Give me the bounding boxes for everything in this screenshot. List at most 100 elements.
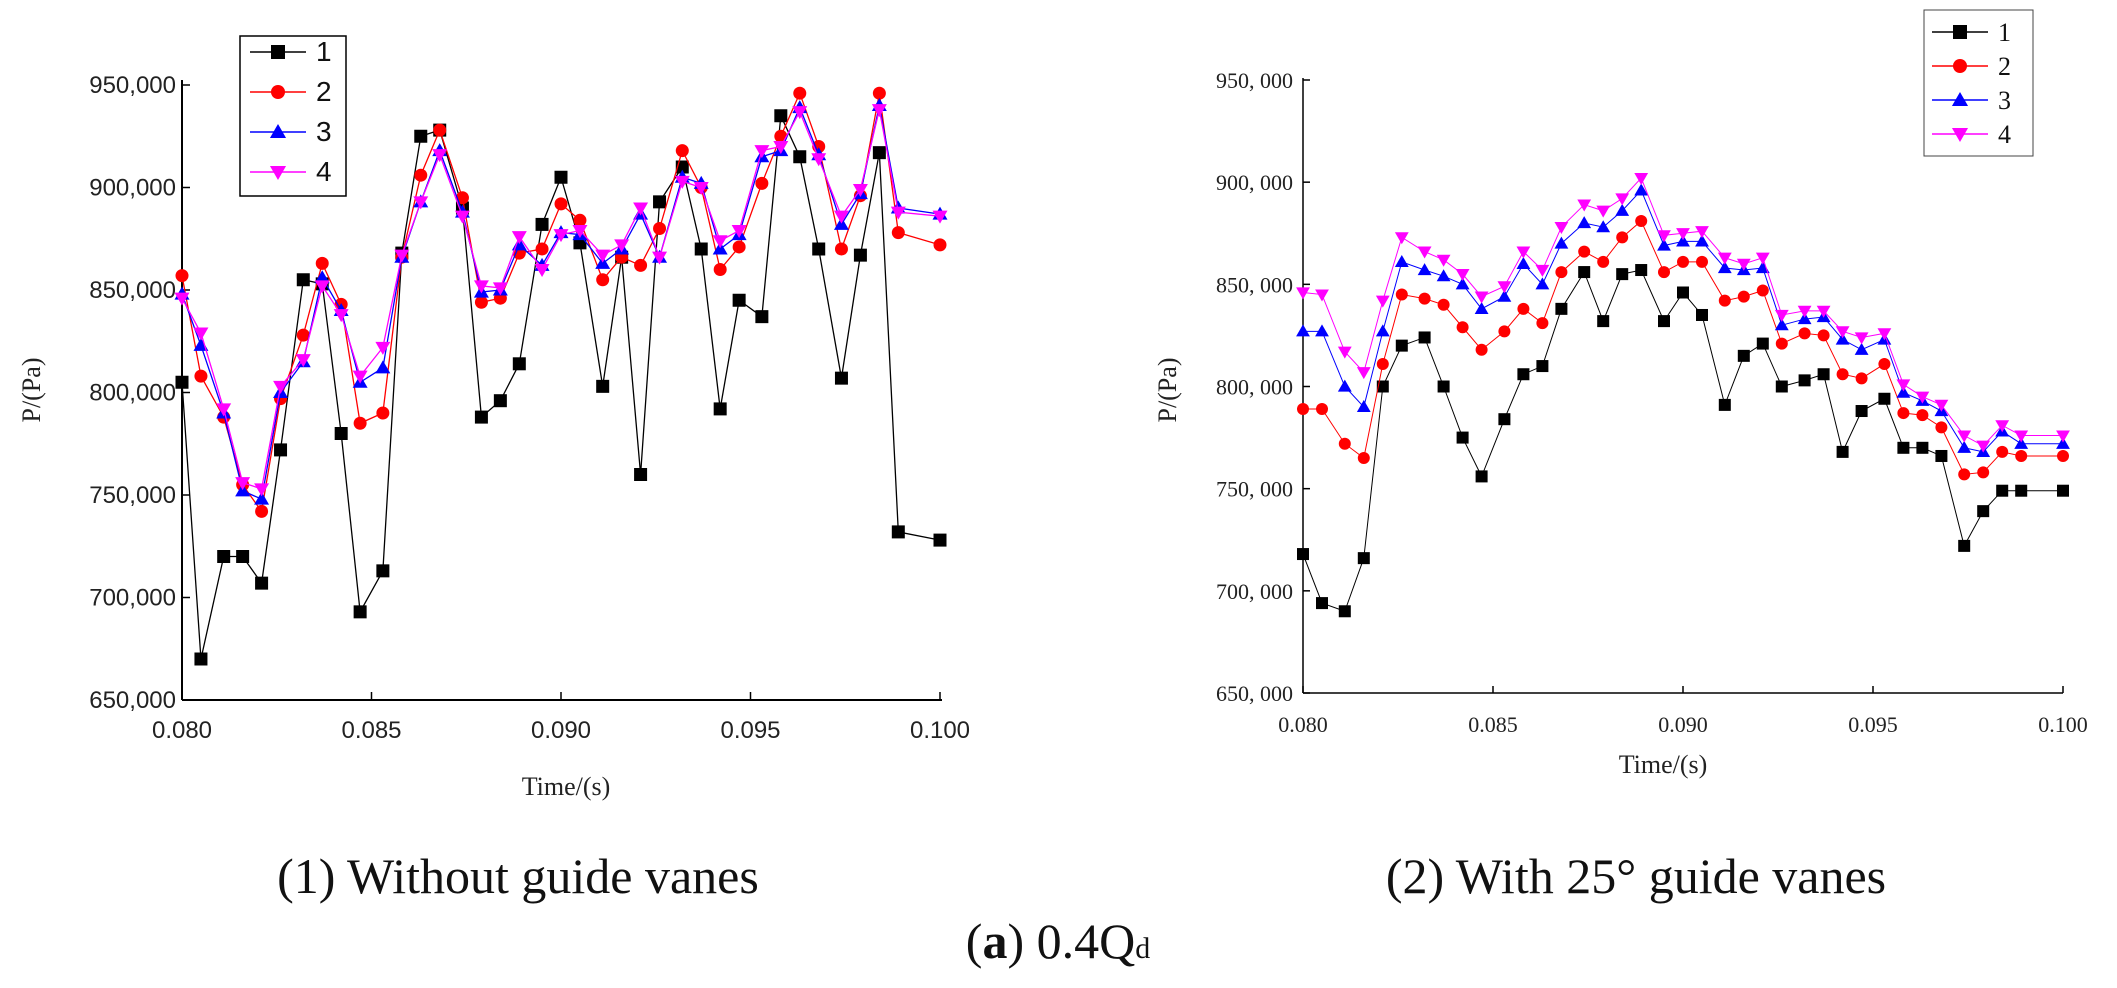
series-3-point	[1755, 261, 1770, 274]
chart-2-y-ticks: 650, 000 700, 000 750, 000 800, 000 850, 000…	[1216, 68, 1310, 706]
series-1-point	[1418, 331, 1431, 344]
series-4-point	[235, 477, 251, 491]
chart-2-legend-box	[1923, 9, 2034, 157]
series-1-point	[1555, 302, 1568, 315]
series-4-point	[1337, 346, 1352, 359]
series-1-point	[296, 273, 310, 287]
series-4-point	[572, 225, 588, 239]
series-2-point	[474, 295, 488, 309]
series-2-point	[872, 86, 886, 100]
series-3	[1296, 183, 2070, 457]
series-1-point	[1597, 315, 1610, 328]
series-2-point	[1756, 284, 1769, 297]
series-2-point	[1597, 255, 1610, 268]
figure-caption-subscript: d	[1135, 932, 1150, 965]
series-2-point	[573, 213, 587, 227]
series-1-point	[812, 242, 826, 256]
x-tick-label: 0.085	[1468, 712, 1518, 737]
series-1-point	[1756, 337, 1769, 350]
series-4-point	[432, 149, 448, 163]
series-2-point	[1996, 445, 2009, 458]
series-4-point	[473, 280, 489, 294]
series-1-point	[834, 371, 848, 385]
series-4-point	[216, 403, 232, 417]
series-4-point	[1497, 281, 1512, 294]
chart-1-legend: 1 2 3 4	[239, 35, 347, 197]
series-4-point	[1634, 172, 1649, 185]
series-2-point	[1855, 372, 1868, 385]
legend-item-3: 3	[1932, 86, 2011, 115]
series-3-point	[1296, 324, 1310, 337]
legend-marker	[1951, 91, 1969, 106]
x-tick-label: 0.080	[1278, 712, 1328, 737]
y-tick-label: 950,000	[89, 72, 176, 99]
series-4-point	[1854, 332, 1869, 345]
series-3-point	[1774, 318, 1789, 331]
series-3-point	[1676, 234, 1690, 247]
legend-item-1: 1	[250, 36, 332, 67]
series-4-point	[534, 263, 550, 277]
series-1-point	[774, 109, 788, 123]
series-2-point	[596, 273, 610, 287]
series-4-point	[2056, 430, 2070, 443]
x-tick-label: 0.090	[1658, 712, 1708, 737]
series-2-point	[933, 238, 947, 252]
y-tick-label: 650,000	[89, 687, 176, 714]
series-1-point	[414, 129, 428, 143]
series-4-point	[1774, 309, 1789, 322]
series-2-point	[1878, 358, 1891, 371]
y-tick-label: 750, 000	[1216, 477, 1293, 502]
legend-marker	[1953, 59, 1967, 73]
series-4-point	[1995, 420, 2010, 433]
series-1	[1297, 264, 2069, 618]
series-4-point	[674, 175, 690, 189]
series-4	[1296, 172, 2070, 453]
x-tick-label: 0.095	[1848, 712, 1898, 737]
chart-2-y-label: P/(Pa)	[1153, 358, 1182, 423]
series-1-point	[1958, 539, 1971, 552]
series-1-point	[554, 170, 568, 184]
legend-item-2: 2	[250, 76, 332, 107]
series-1-point	[1456, 431, 1469, 444]
series-2-point	[255, 504, 269, 518]
series-2-point	[1977, 466, 1990, 479]
series-4-point	[1516, 246, 1531, 259]
series-2-line	[181, 91, 941, 514]
y-tick-label: 700,000	[89, 585, 176, 612]
series-4-point	[1417, 246, 1432, 259]
series-2-point	[2057, 449, 2069, 462]
series-2-point	[1798, 327, 1811, 340]
series-3-point	[1535, 277, 1550, 290]
chart-2-legend-items: 1 2 3 4	[1932, 18, 2011, 149]
series-4-point	[1577, 199, 1592, 212]
chart-1-series	[174, 86, 948, 666]
series-4-point	[1676, 228, 1690, 241]
series-2-point	[296, 328, 310, 342]
series-2-point	[891, 226, 905, 240]
series-4-point	[1375, 295, 1390, 308]
series-2-point	[1395, 288, 1408, 301]
series-2-point	[433, 123, 447, 137]
series-2-point	[194, 369, 208, 383]
legend-label: 4	[316, 156, 332, 187]
series-1-point	[236, 550, 250, 563]
series-2-point	[653, 222, 667, 235]
series-2-point	[1578, 245, 1591, 258]
series-4-point	[2014, 430, 2029, 443]
series-1-point	[713, 402, 727, 416]
series-1-point	[334, 427, 348, 440]
y-tick-label: 700, 000	[1216, 579, 1293, 604]
series-4-point	[1957, 430, 1972, 443]
series-2-point	[1658, 266, 1670, 279]
series-2	[1297, 214, 2069, 481]
series-4-point	[193, 327, 209, 341]
series-4-point	[792, 106, 808, 120]
series-1-point	[853, 248, 867, 262]
series-4-point	[1915, 391, 1930, 404]
series-4-point	[1615, 193, 1630, 206]
legend-item-4: 4	[250, 156, 332, 187]
y-tick-label: 900, 000	[1216, 170, 1293, 195]
y-tick-label: 850, 000	[1216, 272, 1293, 297]
series-1-point	[1316, 597, 1328, 610]
series-1-point	[1357, 552, 1370, 565]
